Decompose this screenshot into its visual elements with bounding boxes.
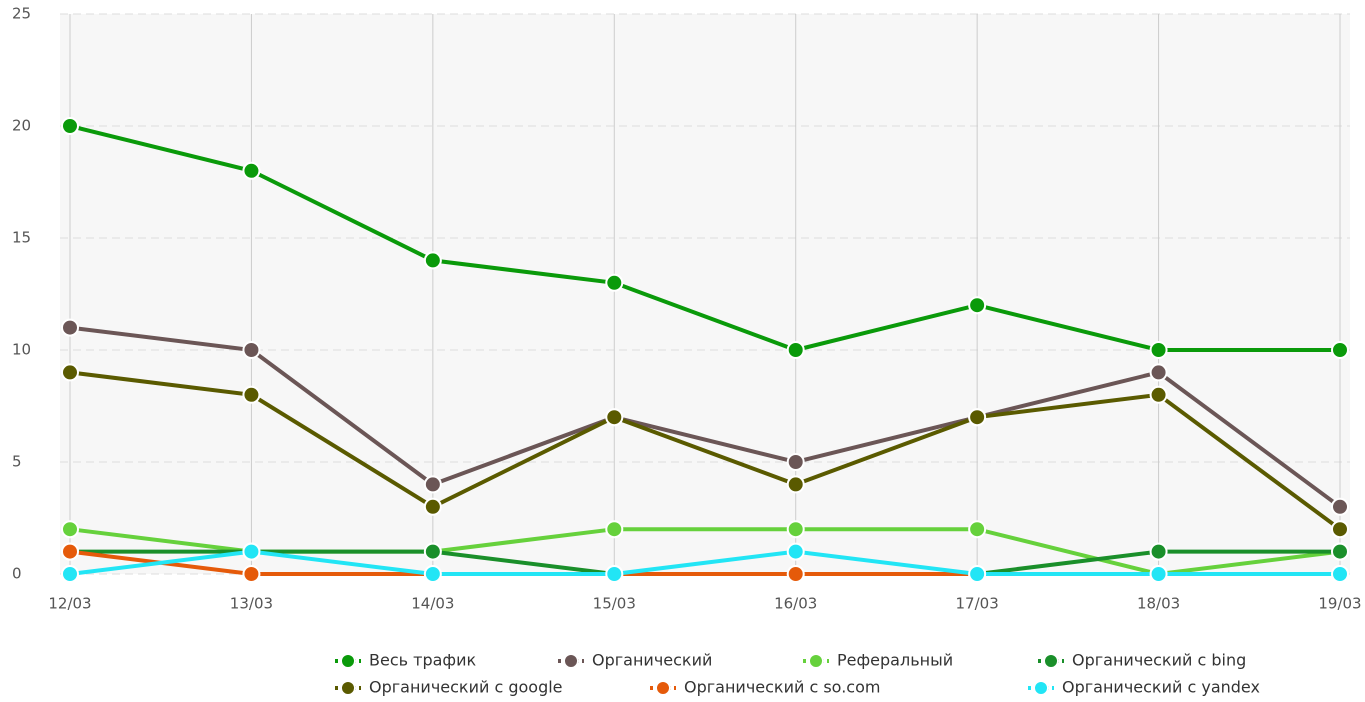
data-point: [786, 565, 805, 583]
data-point: [423, 251, 442, 270]
data-point: [242, 341, 261, 359]
y-tick-label: 25: [12, 5, 31, 23]
legend-marker: [340, 680, 356, 696]
data-point: [242, 161, 261, 180]
data-point: [423, 542, 442, 561]
data-point: [423, 565, 442, 583]
data-point: [968, 296, 987, 315]
legend-label: Органический с google: [369, 678, 563, 697]
data-point: [1331, 542, 1349, 561]
plot-background: [60, 14, 1350, 574]
legend-label: Органический: [592, 651, 712, 670]
series-line: [69, 370, 1342, 531]
data-point: [605, 408, 624, 427]
data-point: [968, 565, 987, 583]
data-point: [605, 565, 624, 583]
data-point: [1331, 565, 1349, 583]
legend-label: Органический с bing: [1072, 651, 1246, 670]
data-point: [61, 318, 79, 337]
data-point: [61, 363, 79, 382]
data-point: [1331, 497, 1349, 516]
data-point: [605, 273, 624, 292]
legend-label: Реферальный: [837, 651, 953, 670]
data-point: [786, 453, 805, 471]
data-point: [786, 520, 805, 539]
legend-label: Органический с so.com: [684, 678, 880, 697]
data-point: [1331, 341, 1349, 359]
data-point: [968, 408, 987, 427]
data-point: [1331, 520, 1349, 539]
legend-marker: [1043, 653, 1059, 669]
data-point: [423, 497, 442, 516]
x-tick-label: 17/03: [956, 595, 999, 613]
legend-marker: [1033, 680, 1049, 696]
x-tick-label: 13/03: [230, 595, 273, 613]
series-line: [69, 549, 1340, 576]
series-line: [69, 124, 1340, 353]
data-point: [1149, 341, 1168, 359]
legend-marker: [563, 653, 579, 669]
data-point: [61, 565, 79, 583]
legend-marker: [655, 680, 671, 696]
data-point: [1149, 565, 1168, 583]
y-tick-label: 0: [12, 565, 22, 583]
data-point: [1149, 542, 1168, 561]
x-tick-label: 18/03: [1137, 595, 1180, 613]
series-line: [69, 325, 1342, 509]
y-tick-label: 20: [12, 117, 31, 135]
legend-label: Весь трафик: [369, 651, 476, 670]
data-point: [786, 542, 805, 561]
data-point: [605, 520, 624, 539]
y-tick-label: 5: [12, 453, 22, 471]
legend-marker: [340, 653, 356, 669]
data-point: [61, 542, 79, 561]
data-point: [1149, 363, 1168, 382]
legend-marker: [808, 653, 824, 669]
data-point: [242, 385, 261, 404]
data-point: [423, 475, 442, 494]
x-tick-label: 16/03: [774, 595, 817, 613]
data-point: [968, 520, 987, 539]
y-tick-label: 15: [12, 229, 31, 247]
data-point: [242, 565, 261, 583]
data-point: [786, 475, 805, 494]
data-point: [1149, 385, 1168, 404]
x-tick-label: 19/03: [1318, 595, 1361, 613]
legend-label: Органический с yandex: [1062, 678, 1260, 697]
x-tick-label: 14/03: [411, 595, 454, 613]
data-point: [61, 520, 79, 539]
data-point: [786, 341, 805, 359]
data-point: [61, 117, 79, 135]
y-tick-label: 10: [12, 341, 31, 359]
x-tick-label: 15/03: [593, 595, 636, 613]
x-tick-label: 12/03: [48, 595, 91, 613]
data-point: [242, 542, 261, 561]
